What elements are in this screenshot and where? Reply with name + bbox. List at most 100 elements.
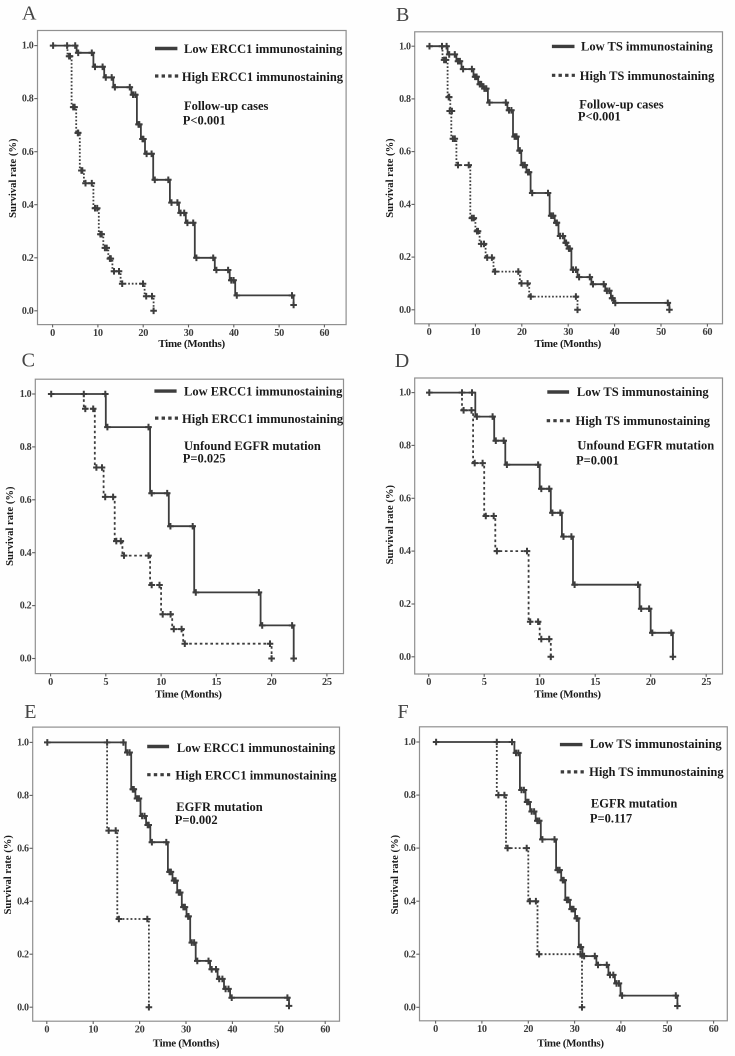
- svg-text:B: B: [396, 4, 409, 26]
- svg-text:Time (Months): Time (Months): [534, 338, 601, 350]
- svg-text:0.8: 0.8: [17, 791, 29, 802]
- svg-text:40: 40: [616, 1024, 626, 1035]
- svg-text:40: 40: [229, 328, 239, 339]
- svg-text:0.8: 0.8: [399, 94, 411, 105]
- svg-text:0.6: 0.6: [17, 843, 29, 854]
- svg-text:High TS immunostaining: High TS immunostaining: [589, 765, 724, 779]
- svg-text:10: 10: [156, 677, 166, 688]
- svg-text:High ERCC1 immunostaining: High ERCC1 immunostaining: [182, 412, 344, 426]
- svg-text:50: 50: [274, 1024, 284, 1035]
- svg-text:0: 0: [48, 677, 53, 688]
- svg-text:40: 40: [228, 1024, 238, 1035]
- svg-text:Survival rate (%): Survival rate (%): [3, 835, 14, 915]
- svg-text:0.4: 0.4: [399, 200, 411, 211]
- svg-text:5: 5: [103, 677, 108, 688]
- svg-text:Low TS immunostaining: Low TS immunostaining: [577, 385, 710, 399]
- svg-text:Low ERCC1 immunostaining: Low ERCC1 immunostaining: [184, 42, 343, 56]
- svg-text:0: 0: [50, 328, 55, 339]
- svg-text:0.0: 0.0: [22, 306, 34, 317]
- svg-text:Follow-up cases: Follow-up cases: [184, 99, 269, 113]
- svg-text:0.6: 0.6: [22, 147, 34, 158]
- svg-text:High TS immunostaining: High TS immunostaining: [576, 414, 711, 428]
- svg-text:C: C: [22, 349, 35, 371]
- svg-text:Time (Months): Time (Months): [155, 688, 222, 700]
- svg-text:50: 50: [662, 1024, 672, 1035]
- svg-text:0.6: 0.6: [20, 495, 32, 506]
- svg-text:High TS immunostaining: High TS immunostaining: [580, 69, 715, 83]
- svg-text:0.8: 0.8: [20, 442, 32, 453]
- svg-text:P=0.001: P=0.001: [576, 454, 619, 468]
- svg-text:P<0.001: P<0.001: [183, 113, 226, 127]
- svg-text:0.4: 0.4: [22, 200, 34, 211]
- svg-text:20: 20: [267, 677, 277, 688]
- svg-text:E: E: [24, 701, 36, 723]
- svg-text:60: 60: [320, 1024, 330, 1035]
- svg-text:0.8: 0.8: [404, 790, 416, 801]
- svg-text:P=0.002: P=0.002: [175, 813, 218, 827]
- svg-text:0.2: 0.2: [399, 599, 411, 610]
- svg-text:Survival rate (%): Survival rate (%): [8, 138, 19, 218]
- svg-text:Time (Months): Time (Months): [534, 689, 601, 701]
- svg-text:A: A: [22, 2, 37, 24]
- svg-text:P=0.117: P=0.117: [590, 812, 632, 826]
- svg-text:40: 40: [610, 327, 620, 338]
- svg-text:0.6: 0.6: [404, 843, 416, 854]
- svg-text:10: 10: [477, 1024, 487, 1035]
- svg-text:15: 15: [211, 677, 221, 688]
- svg-text:20: 20: [138, 328, 148, 339]
- svg-text:Low ERCC1 immunostaining: Low ERCC1 immunostaining: [177, 741, 336, 755]
- svg-text:Follow-up cases: Follow-up cases: [579, 97, 664, 111]
- svg-text:25: 25: [322, 677, 332, 688]
- svg-text:High ERCC1 immunostaining: High ERCC1 immunostaining: [175, 769, 337, 783]
- svg-text:20: 20: [135, 1024, 145, 1035]
- svg-text:Time (Months): Time (Months): [537, 1038, 604, 1050]
- svg-text:1.0: 1.0: [17, 738, 29, 749]
- svg-text:30: 30: [184, 328, 194, 339]
- svg-text:D: D: [395, 350, 409, 372]
- svg-text:F: F: [398, 701, 409, 723]
- svg-text:60: 60: [703, 327, 713, 338]
- svg-text:Low ERCC1 immunostaining: Low ERCC1 immunostaining: [184, 384, 343, 398]
- svg-text:50: 50: [274, 328, 284, 339]
- svg-text:0.2: 0.2: [399, 252, 411, 263]
- svg-text:60: 60: [320, 328, 330, 339]
- svg-text:0.2: 0.2: [17, 949, 29, 960]
- svg-text:0.6: 0.6: [399, 493, 411, 504]
- svg-text:0: 0: [433, 1024, 438, 1035]
- svg-text:0.0: 0.0: [17, 1002, 29, 1013]
- svg-text:0.0: 0.0: [399, 305, 411, 316]
- svg-text:10: 10: [93, 328, 103, 339]
- svg-text:0: 0: [426, 677, 431, 688]
- svg-text:0: 0: [44, 1024, 49, 1035]
- svg-text:0.4: 0.4: [399, 546, 411, 557]
- svg-text:20: 20: [517, 327, 527, 338]
- svg-text:High ERCC1 immunostaining: High ERCC1 immunostaining: [182, 70, 344, 84]
- svg-text:0.2: 0.2: [20, 601, 32, 612]
- svg-text:10: 10: [471, 327, 481, 338]
- svg-text:Survival rate (%): Survival rate (%): [385, 485, 396, 565]
- svg-text:P=0.025: P=0.025: [183, 452, 226, 466]
- svg-text:25: 25: [701, 677, 711, 688]
- svg-text:Unfound EGFR mutation: Unfound EGFR mutation: [184, 439, 321, 453]
- svg-text:0.0: 0.0: [20, 654, 32, 665]
- svg-text:0.2: 0.2: [404, 949, 416, 960]
- svg-text:0.2: 0.2: [22, 253, 34, 264]
- svg-text:Survival rate (%): Survival rate (%): [385, 138, 396, 218]
- svg-text:1.0: 1.0: [399, 41, 411, 52]
- svg-text:Time (Months): Time (Months): [153, 1038, 220, 1050]
- svg-text:30: 30: [570, 1024, 580, 1035]
- svg-text:Unfound EGFR mutation: Unfound EGFR mutation: [577, 438, 714, 452]
- svg-text:0.4: 0.4: [20, 548, 32, 559]
- svg-text:Low TS immunostaining: Low TS immunostaining: [590, 737, 723, 751]
- svg-text:10: 10: [88, 1024, 98, 1035]
- svg-text:15: 15: [590, 677, 600, 688]
- svg-text:0.0: 0.0: [404, 1002, 416, 1013]
- svg-text:0.0: 0.0: [399, 652, 411, 663]
- svg-text:Low TS immunostaining: Low TS immunostaining: [581, 40, 714, 54]
- svg-text:1.0: 1.0: [404, 737, 416, 748]
- svg-text:60: 60: [709, 1024, 719, 1035]
- svg-text:1.0: 1.0: [22, 41, 34, 52]
- svg-text:0.4: 0.4: [17, 896, 29, 907]
- svg-text:50: 50: [656, 327, 666, 338]
- svg-text:P<0.001: P<0.001: [578, 109, 621, 123]
